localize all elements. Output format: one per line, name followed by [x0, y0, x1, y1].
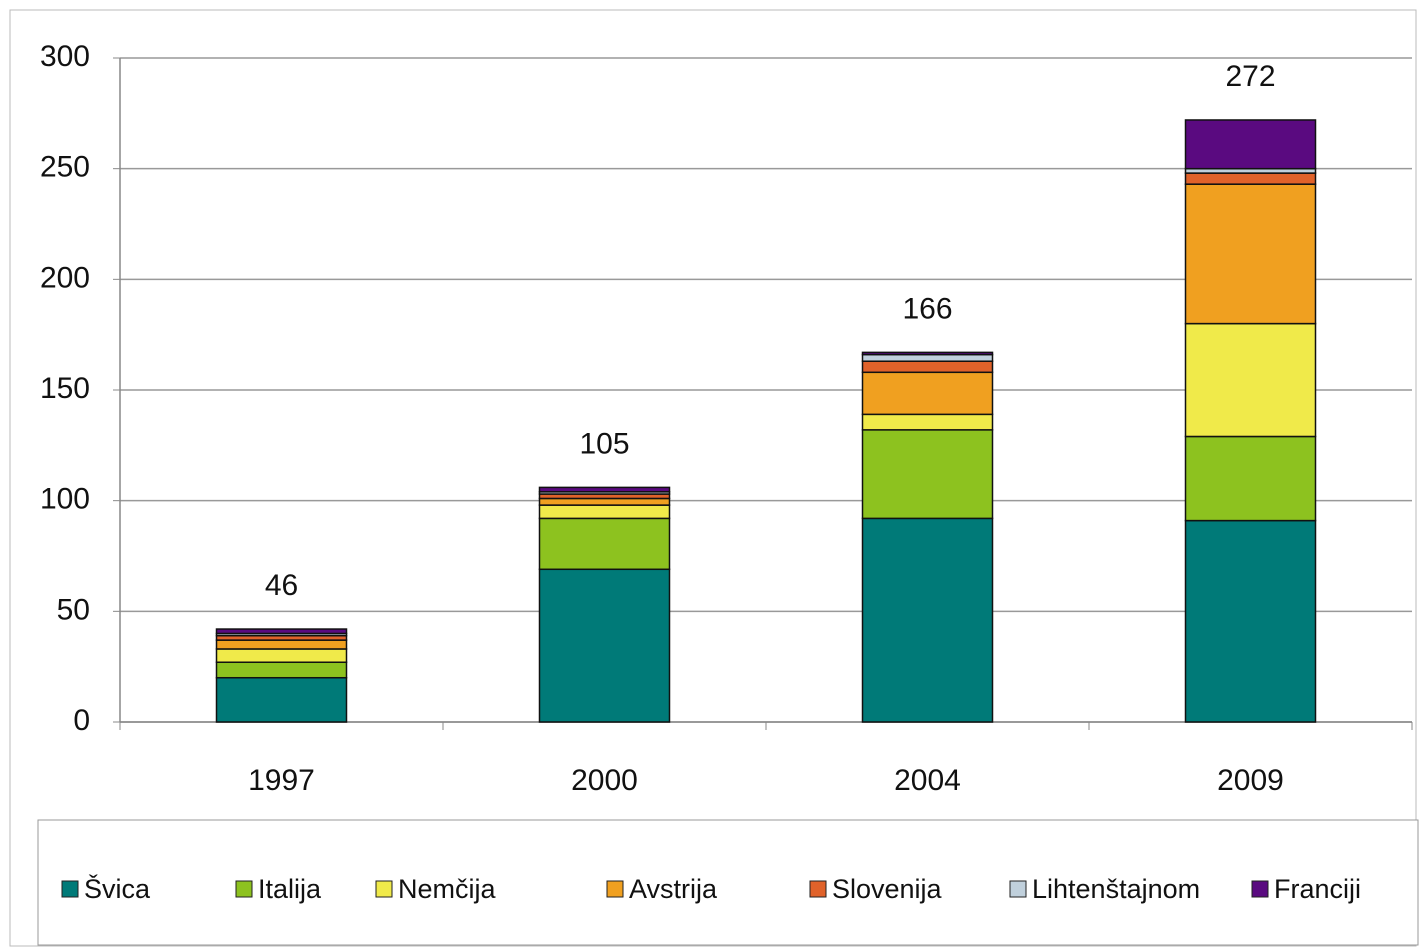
bar-segment: [861, 429, 994, 520]
legend-box: [37, 819, 1419, 946]
legend-label: Avstrija: [629, 874, 718, 904]
bar-segment: [1184, 435, 1317, 522]
bar-segment: [215, 648, 348, 663]
x-tick-label: 1997: [248, 764, 315, 797]
legend-label: Nemčija: [398, 874, 497, 904]
bar-segment: [215, 639, 348, 650]
bar-segment: [538, 517, 671, 571]
bar-segment: [1184, 183, 1317, 325]
legend-label: Švica: [84, 873, 151, 904]
bar-segment: [1184, 172, 1317, 185]
bar-segment: [538, 497, 671, 506]
legend-swatch: [235, 880, 253, 898]
legend-label: Slovenija: [832, 874, 943, 904]
legend-swatch: [606, 880, 624, 898]
total-label: 272: [1225, 60, 1275, 93]
legend-swatch: [61, 880, 79, 898]
bar-segment: [861, 360, 994, 374]
legend-label: Franciji: [1274, 874, 1361, 904]
bar-segment: [861, 351, 994, 356]
total-label: 105: [579, 427, 629, 460]
y-tick-label: 150: [40, 372, 90, 405]
y-tick-label: 300: [40, 40, 90, 73]
legend-swatch: [1009, 880, 1027, 898]
legend-swatch: [375, 880, 393, 898]
total-label: 166: [902, 292, 952, 325]
legend-swatch: [809, 880, 827, 898]
bar-segment: [1184, 119, 1317, 170]
legend-label: Italija: [258, 874, 322, 904]
bar-segment: [215, 628, 348, 635]
bar-segment: [1184, 322, 1317, 438]
bar-segment: [861, 371, 994, 416]
y-tick-label: 0: [73, 704, 90, 737]
bar-segment: [861, 413, 994, 431]
bar-segment: [538, 568, 671, 723]
bar-segment: [1184, 519, 1317, 723]
x-tick-label: 2009: [1217, 764, 1284, 797]
y-tick-label: 250: [40, 151, 90, 184]
chart-frame: [9, 9, 1417, 947]
bar-segment: [538, 504, 671, 520]
bar-segment: [538, 486, 671, 493]
legend-swatch: [1251, 880, 1269, 898]
x-tick-label: 2000: [571, 764, 638, 797]
bar-segment: [861, 353, 994, 362]
bar-segment: [215, 661, 348, 679]
legend-label: Lihtenštajnom: [1032, 874, 1200, 904]
bar-segment: [861, 517, 994, 723]
total-label: 46: [265, 569, 298, 602]
y-tick-label: 100: [40, 483, 90, 516]
y-tick-label: 50: [57, 593, 90, 626]
bar-segment: [215, 676, 348, 723]
y-tick-label: 200: [40, 261, 90, 294]
x-tick-label: 2004: [894, 764, 961, 797]
